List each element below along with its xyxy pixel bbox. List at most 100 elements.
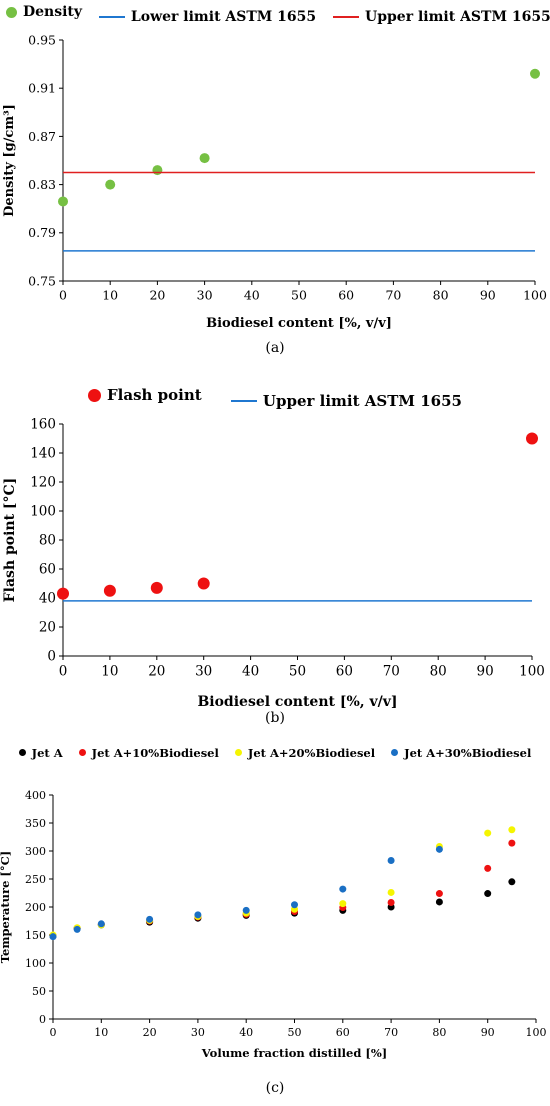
x-axis-label: Biodiesel content [%, v/v]: [206, 316, 392, 331]
legend-item-jet-a-30: Jet A+30%Biodiesel: [391, 746, 531, 760]
data-point-jet-a-10-biodiesel: [435, 890, 443, 898]
data-point-jet-a: [435, 898, 443, 906]
y-tick-label: 100: [25, 957, 46, 970]
x-tick-label: 90: [481, 1026, 495, 1039]
data-point-jet-a: [508, 878, 516, 886]
legend-item-upper-limit: Upper limit ASTM 1655: [333, 9, 550, 25]
y-tick-label: 0.91: [28, 81, 56, 96]
y-axis-label: Flash point [°C]: [2, 478, 18, 603]
data-point-flash-point: [197, 577, 210, 590]
y-tick-label: 300: [25, 845, 46, 858]
data-point-jet-a-30-biodiesel: [73, 925, 81, 933]
x-tick-label: 90: [480, 288, 496, 303]
data-point-flash-point: [57, 587, 69, 600]
x-tick-label: 70: [385, 288, 401, 303]
data-point-flash-point: [103, 584, 116, 597]
y-tick-label: 60: [39, 562, 56, 578]
y-axis-label: Density [g/cm³]: [2, 104, 17, 217]
legend-item-jet-a-10: Jet A+10%Biodiesel: [78, 745, 219, 760]
data-point-jet-a-20-biodiesel: [339, 900, 347, 908]
legend-marker-jet-a-20: [234, 749, 242, 756]
legend-a: Density Lower limit ASTM 1655 Upper limi…: [0, 4, 550, 25]
legend-label-jet-a-10: Jet A+10%Biodiesel: [91, 745, 219, 760]
x-tick-label: 30: [197, 288, 213, 303]
x-tick-label: 40: [242, 664, 259, 680]
y-tick-label: 0.79: [28, 225, 56, 240]
x-tick-label: 10: [102, 288, 118, 303]
legend-marker-upper-limit-b: [230, 399, 257, 402]
data-point-jet-a-30-biodiesel: [194, 911, 202, 919]
data-point-jet-a-30-biodiesel: [339, 885, 347, 893]
legend-marker-lower-limit: [98, 15, 125, 18]
caption-c: (c): [265, 1080, 285, 1096]
x-tick-label: 0: [59, 664, 68, 680]
caption-b: (b): [265, 710, 285, 726]
x-axis-label: Volume fraction distilled [%]: [201, 1046, 387, 1060]
data-point-jet-a-20-biodiesel: [484, 829, 492, 837]
legend-marker-jet-a: [18, 749, 26, 756]
y-tick-label: 150: [25, 929, 46, 942]
y-tick-label: 50: [32, 985, 46, 998]
x-tick-label: 50: [288, 1026, 302, 1039]
legend-item-upper-limit-b: Upper limit ASTM 1655: [230, 392, 462, 410]
legend-marker-density: [6, 6, 17, 18]
y-tick-label: 0.87: [28, 129, 56, 144]
data-point-density: [105, 179, 116, 190]
x-tick-label: 50: [291, 288, 307, 303]
legend-label-flash-point: Flash point: [107, 386, 202, 404]
chart-a-plot: 0.75 0.79 0.83 0.87 0.91 0.95 0 10 20 30 40 50 60 70 8…: [2, 32, 547, 331]
plot-frame: [63, 424, 532, 656]
data-point-density: [152, 165, 163, 176]
data-point-jet-a-30-biodiesel: [291, 901, 298, 909]
legend-item-jet-a: Jet A: [18, 746, 63, 760]
y-tick-label: 140: [30, 446, 56, 462]
x-tick-label: 80: [430, 664, 447, 680]
data-point-jet-a-30-biodiesel: [387, 857, 395, 865]
legend-label-jet-a-20: Jet A+20%Biodiesel: [247, 745, 376, 760]
x-tick-label: 0: [59, 288, 67, 303]
legend-label-lower-limit: Lower limit ASTM 1655: [130, 8, 317, 25]
legend-marker-flash-point: [88, 388, 102, 402]
data-point-jet-a-30-biodiesel: [49, 933, 57, 941]
legend-marker-jet-a-10: [78, 749, 86, 756]
chart-panel-a: Density Lower limit ASTM 1655 Upper limi…: [0, 0, 550, 375]
data-point-jet-a-10-biodiesel: [508, 839, 516, 847]
y-tick-label: 120: [30, 475, 56, 491]
x-tick-label: 100: [519, 664, 545, 680]
x-tick-label: 70: [383, 664, 400, 680]
y-tick-label: 0: [47, 649, 56, 665]
y-tick-label: 0.95: [28, 32, 56, 47]
y-axis-label: Temperature [°C]: [0, 851, 12, 963]
y-tick-label: 400: [25, 789, 46, 802]
data-point-jet-a-30-biodiesel: [435, 845, 443, 853]
x-tick-label: 60: [336, 1026, 350, 1039]
data-point-jet-a-20-biodiesel: [508, 826, 516, 834]
data-point-jet-a-20-biodiesel: [387, 888, 395, 896]
data-point-flash-point: [526, 432, 538, 445]
chart-panel-b: Flash point Upper limit ASTM 1655 0 20 40 6…: [0, 380, 550, 740]
data-point-jet-a-10-biodiesel: [484, 864, 492, 872]
x-tick-label: 40: [239, 1026, 253, 1039]
x-tick-label: 90: [477, 664, 494, 680]
x-tick-label: 0: [50, 1026, 57, 1039]
y-tick-label: 100: [30, 504, 56, 520]
data-point-flash-point: [150, 581, 163, 594]
legend-label-jet-a-30: Jet A+30%Biodiesel: [404, 745, 532, 760]
x-axis-label: Biodiesel content [%, v/v]: [197, 694, 397, 710]
x-tick-label: 50: [289, 664, 306, 680]
data-point-density: [58, 196, 68, 207]
legend-item-lower-limit: Lower limit ASTM 1655: [98, 8, 317, 25]
data-point-jet-a-10-biodiesel: [387, 899, 395, 907]
chart-c-plot: 0 50 100 150 200 250 300 350 400 0 10 20 30 40 50 60 70 8…: [0, 789, 547, 1060]
x-tick-label: 60: [338, 288, 354, 303]
data-point-jet-a: [484, 890, 492, 898]
x-tick-label: 20: [143, 1026, 157, 1039]
legend-item-jet-a-20: Jet A+20%Biodiesel: [234, 745, 376, 760]
legend-marker-jet-a-30: [391, 749, 399, 756]
chart-panel-c: Jet A Jet A+10%Biodiesel Jet A+20%Biodie…: [0, 745, 550, 1106]
x-tick-label: 30: [195, 664, 212, 680]
y-tick-label: 160: [30, 417, 56, 433]
y-tick-label: 0.75: [28, 273, 56, 288]
x-tick-label: 10: [101, 664, 118, 680]
x-tick-label: 100: [526, 1026, 547, 1039]
